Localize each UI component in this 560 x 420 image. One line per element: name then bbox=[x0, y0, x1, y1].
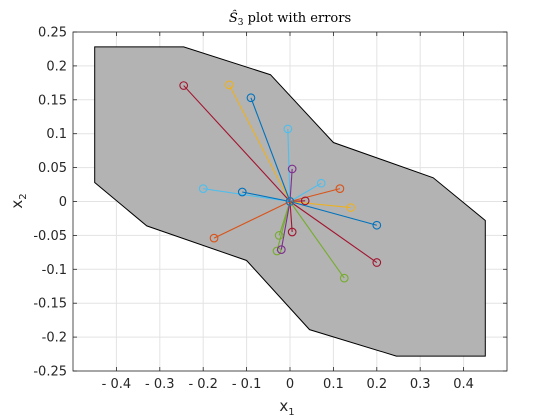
error-line-1 bbox=[228, 84, 291, 202]
y-tick-label-2: 0.15 bbox=[38, 93, 67, 108]
error-point-12 bbox=[287, 227, 297, 237]
y-axis-label-sub: 2 bbox=[18, 193, 29, 199]
y-axis-label-main: x bbox=[8, 200, 26, 209]
error-line-5 bbox=[289, 182, 322, 202]
error-line-3 bbox=[287, 128, 291, 202]
x-tick-label-8: 0.4 bbox=[453, 377, 474, 392]
error-line-6 bbox=[289, 188, 341, 203]
error-line-12 bbox=[289, 201, 293, 233]
chart-title-hat: Ŝ bbox=[229, 9, 238, 26]
x-axis-label-main: x bbox=[279, 397, 288, 415]
error-line-8 bbox=[289, 200, 351, 209]
error-line-2 bbox=[250, 97, 291, 202]
error-point-4 bbox=[287, 164, 297, 174]
y-tick-label-6: -0.05 bbox=[33, 229, 67, 244]
error-point-11 bbox=[339, 273, 349, 283]
error-point-5 bbox=[316, 178, 326, 188]
y-axis-label: x2 bbox=[8, 193, 29, 208]
center-marker-18 bbox=[285, 197, 295, 206]
x-axis-label-sub: 1 bbox=[288, 407, 294, 418]
y-tick-label-10: -0.25 bbox=[33, 365, 67, 380]
x-tick-label-1: - 0.3 bbox=[145, 377, 175, 392]
error-point-0 bbox=[179, 81, 189, 90]
error-line-9 bbox=[289, 200, 377, 226]
error-point-9 bbox=[372, 220, 382, 230]
error-lines bbox=[183, 84, 378, 279]
y-tick-label-5: 0 bbox=[59, 195, 67, 210]
error-line-11 bbox=[289, 201, 345, 279]
x-tick-labels: - 0.4 - 0.3 - 0.2 - 0.1 0 0.1 0.2 0.3 0.4 bbox=[102, 377, 474, 392]
y-tick-label-9: -0.2 bbox=[42, 331, 67, 346]
error-point-17 bbox=[198, 184, 208, 193]
chart-title: Ŝ3 plot with errors bbox=[229, 9, 351, 28]
error-line-4 bbox=[289, 168, 293, 202]
error-point-18 bbox=[237, 187, 247, 197]
error-point-10 bbox=[372, 258, 382, 267]
error-point-15 bbox=[276, 245, 286, 254]
y-tick-label-3: 0.1 bbox=[46, 127, 67, 142]
y-tick-label-4: 0.05 bbox=[38, 161, 67, 176]
error-point-3 bbox=[283, 124, 293, 134]
x-tick-label-2: - 0.2 bbox=[188, 377, 218, 392]
error-line-0 bbox=[183, 85, 291, 202]
y-tick-labels: 0.25 0.2 0.15 0.1 0.05 0 -0.05 -0.1 -0.15 -0.2 -0.… bbox=[33, 26, 67, 380]
error-point-1 bbox=[224, 80, 234, 90]
x-tick-label-4: 0 bbox=[286, 377, 294, 392]
x-tick-label-0: - 0.4 bbox=[102, 377, 132, 392]
x-axis-label: x1 bbox=[279, 397, 294, 418]
error-line-10 bbox=[289, 201, 378, 263]
y-tick-label-8: -0.15 bbox=[33, 297, 67, 312]
error-line-15 bbox=[280, 201, 291, 250]
error-markers bbox=[179, 80, 382, 283]
error-point-13 bbox=[274, 231, 284, 240]
x-tick-label-5: 0.1 bbox=[323, 377, 344, 392]
x-tick-label-3: - 0.1 bbox=[232, 377, 262, 392]
error-point-8 bbox=[346, 203, 356, 212]
error-point-16 bbox=[209, 233, 219, 243]
error-point-6 bbox=[335, 184, 345, 193]
chart-title-rest: plot with errors bbox=[243, 11, 351, 26]
axes bbox=[72, 31, 508, 372]
error-point-7 bbox=[300, 196, 310, 206]
x-tick-label-7: 0.3 bbox=[410, 377, 431, 392]
y-tick-label-1: 0.2 bbox=[46, 59, 67, 74]
y-tick-label-0: 0.25 bbox=[38, 26, 67, 41]
chart-title-sub: 3 bbox=[238, 18, 244, 28]
error-line-14 bbox=[276, 201, 291, 252]
error-point-2 bbox=[246, 93, 256, 103]
error-point-14 bbox=[272, 246, 282, 256]
error-line-17 bbox=[203, 188, 291, 203]
x-tick-label-6: 0.2 bbox=[366, 377, 387, 392]
y-tick-label-7: -0.1 bbox=[42, 263, 67, 278]
error-line-16 bbox=[213, 201, 291, 239]
error-line-18 bbox=[242, 191, 291, 203]
